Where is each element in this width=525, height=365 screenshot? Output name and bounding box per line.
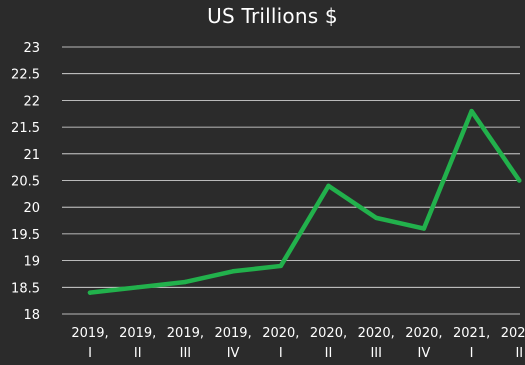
x-tick-label-year: 2019, — [119, 326, 156, 341]
x-tick-label-quarter: IV — [418, 346, 431, 361]
x-tick-label-year: 2020, — [358, 326, 395, 341]
x-tick-label-quarter: I — [470, 346, 474, 361]
y-tick-label: 21.5 — [11, 121, 40, 136]
data-point — [87, 290, 93, 295]
x-tick-label-quarter: II — [515, 346, 523, 361]
data-point — [326, 183, 331, 189]
data-point — [374, 215, 379, 221]
x-tick-label-year: 2019, — [214, 326, 251, 341]
x-tick-label-year: 2020, — [310, 326, 347, 341]
y-tick-label: 20.5 — [11, 175, 40, 190]
data-point — [517, 178, 522, 183]
x-tick-label-quarter: II — [325, 346, 333, 361]
y-tick-label: 19 — [23, 255, 40, 270]
y-tick-label: 23 — [23, 41, 40, 56]
data-point — [469, 108, 474, 114]
x-tick-label-year: 2021, — [501, 326, 525, 341]
data-point — [230, 269, 236, 274]
x-tick-label-year: 2019, — [71, 326, 108, 341]
x-tick-label-quarter: III — [370, 346, 382, 361]
y-tick-label: 22 — [23, 94, 40, 109]
data-point — [421, 226, 427, 231]
y-tick-label: 21 — [23, 148, 40, 163]
x-tick-label-quarter: IV — [227, 346, 240, 361]
y-tick-label: 19.5 — [11, 228, 40, 243]
series-line — [87, 108, 522, 295]
y-tick-label: 18.5 — [11, 281, 40, 296]
x-tick-label-year: 2019, — [167, 326, 204, 341]
y-tick-label: 18 — [23, 308, 40, 323]
data-point — [278, 263, 283, 269]
data-point — [135, 285, 140, 290]
x-tick-label-quarter: III — [180, 346, 192, 361]
chart-title: US Trillions $ — [207, 4, 338, 28]
x-tick-label-quarter: I — [279, 346, 283, 361]
x-tick-label-year: 2020, — [262, 326, 299, 341]
y-tick-label: 20 — [23, 201, 40, 216]
x-tick-label-year: 2020, — [405, 326, 442, 341]
x-tick-label-year: 2021, — [453, 326, 490, 341]
data-point — [183, 279, 188, 285]
x-tick-label-quarter: II — [134, 346, 142, 361]
y-tick-label: 22.5 — [11, 68, 40, 83]
x-tick-label-quarter: I — [88, 346, 92, 361]
